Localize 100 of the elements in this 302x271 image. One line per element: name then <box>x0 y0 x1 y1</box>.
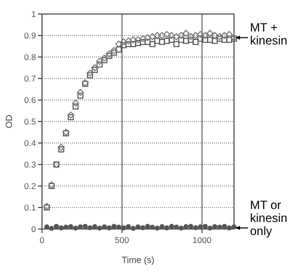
y-tick-label: 0.8 <box>24 52 36 62</box>
point <box>211 32 218 39</box>
point <box>198 224 203 230</box>
point <box>97 226 102 231</box>
point <box>196 30 204 38</box>
point <box>130 36 137 44</box>
point <box>164 225 170 230</box>
point <box>110 47 118 54</box>
point <box>221 36 228 43</box>
point <box>58 144 65 151</box>
point <box>82 224 88 229</box>
point <box>202 32 209 39</box>
point <box>73 226 78 231</box>
y-tick-label: 0.7 <box>24 73 36 84</box>
point <box>173 41 180 48</box>
point <box>172 33 180 40</box>
point <box>202 36 208 43</box>
point <box>78 224 83 230</box>
point <box>174 224 179 230</box>
point <box>144 38 151 45</box>
point <box>154 32 161 39</box>
point <box>145 224 150 229</box>
point <box>101 57 108 64</box>
y-tick-label: 1 <box>31 8 36 19</box>
point <box>126 224 131 230</box>
x-tick-label: 500 <box>114 235 130 245</box>
point <box>144 34 152 42</box>
point <box>96 58 104 65</box>
point <box>58 146 64 152</box>
point <box>216 36 223 42</box>
point <box>188 36 194 43</box>
point <box>76 88 84 96</box>
point <box>112 224 116 229</box>
point <box>226 36 232 43</box>
point <box>120 38 128 46</box>
point <box>121 225 126 230</box>
point <box>115 40 122 48</box>
point <box>86 70 94 77</box>
annotation: MT + kinesin <box>250 20 288 48</box>
point <box>206 30 214 37</box>
point <box>77 92 84 99</box>
y-tick-label: 0.2 <box>24 180 36 191</box>
y-tick-label: 0.9 <box>24 30 36 40</box>
point <box>102 224 107 230</box>
point <box>88 225 92 230</box>
point <box>154 226 160 231</box>
point <box>212 38 218 44</box>
point <box>192 38 199 45</box>
point <box>67 112 74 119</box>
y-axis-title: OD <box>4 114 14 128</box>
point <box>208 226 212 231</box>
point <box>92 66 98 73</box>
y-tick-label: 0.4 <box>24 138 36 148</box>
point <box>193 225 198 230</box>
point <box>182 30 190 37</box>
point <box>96 62 103 68</box>
point <box>168 32 176 39</box>
point <box>169 224 174 229</box>
point <box>72 100 80 107</box>
point <box>116 46 122 52</box>
point <box>178 36 184 43</box>
y-tick-label: 0.1 <box>24 202 36 212</box>
point <box>44 224 50 230</box>
point <box>139 35 146 42</box>
point <box>154 38 160 44</box>
point <box>187 33 194 40</box>
point <box>106 50 113 58</box>
point <box>202 224 208 229</box>
point <box>163 30 170 38</box>
point <box>192 32 200 39</box>
point <box>68 114 74 120</box>
point <box>188 224 194 229</box>
point <box>216 33 224 40</box>
point <box>164 38 170 44</box>
point <box>140 38 146 45</box>
point <box>212 224 218 230</box>
point <box>54 224 59 229</box>
point <box>130 41 136 48</box>
point <box>148 33 156 40</box>
point <box>91 64 98 72</box>
point <box>116 224 122 230</box>
point <box>125 41 132 48</box>
point <box>159 38 165 45</box>
point <box>226 225 232 230</box>
point <box>232 224 236 230</box>
point <box>158 32 166 39</box>
point <box>160 224 164 230</box>
point <box>106 225 112 230</box>
point <box>72 103 79 110</box>
point <box>150 224 155 230</box>
point <box>168 36 175 43</box>
x-axis-title: Time (s) <box>122 255 154 265</box>
point <box>68 224 74 230</box>
point <box>178 226 184 231</box>
point <box>183 38 189 44</box>
point <box>58 225 64 230</box>
point <box>100 54 108 62</box>
annotation: MT or kinesin only <box>250 198 288 238</box>
point <box>130 226 136 231</box>
point <box>124 37 132 44</box>
